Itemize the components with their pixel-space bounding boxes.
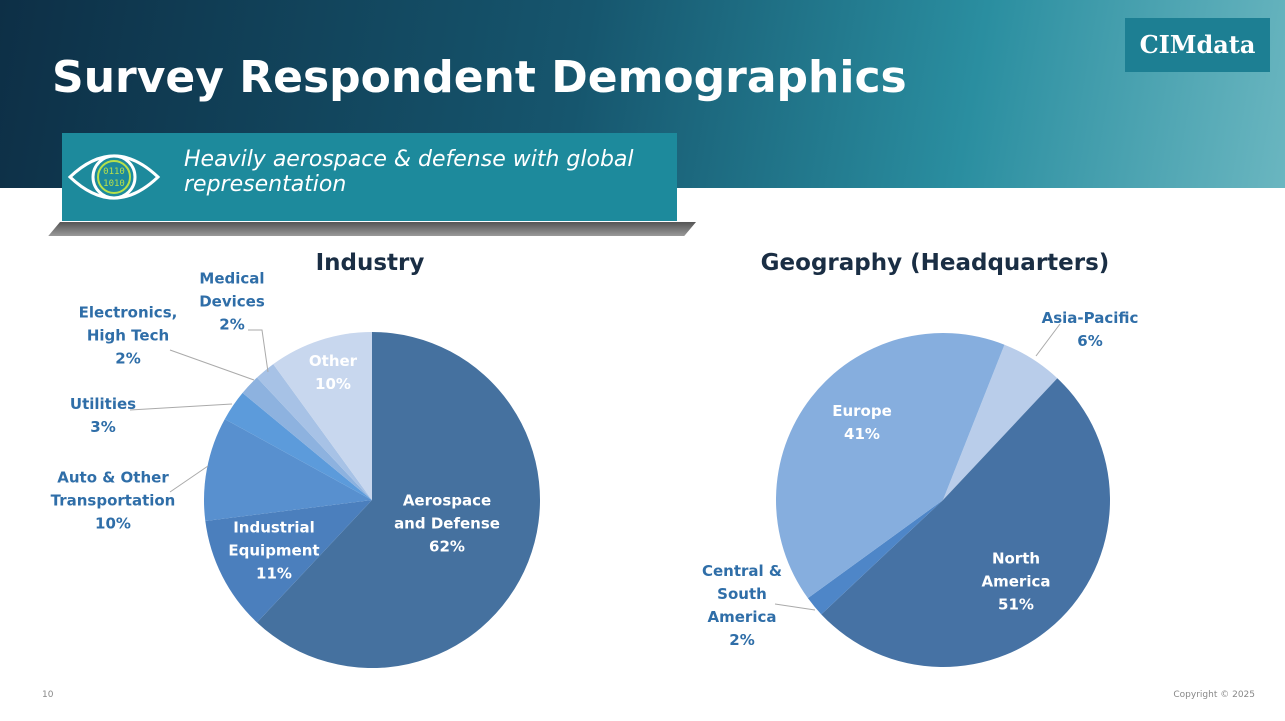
pie-slice — [943, 344, 1058, 500]
chart-title: Industry — [315, 250, 425, 276]
slice-label: Asia-Pacific 6% — [1040, 307, 1140, 353]
category-label: Electronics, High Tech — [78, 303, 178, 345]
pie-slice — [224, 392, 372, 500]
pie-slice — [775, 332, 1005, 599]
category-label: Asia-Pacific — [1041, 309, 1139, 327]
value-label: 10% — [315, 375, 351, 393]
slice-label: North America 51% — [971, 548, 1061, 617]
slice-label: Industrial Equipment 11% — [219, 517, 329, 586]
slice-label: Auto & Other Transportation 10% — [48, 467, 178, 536]
eye-icon: 0110 1010 — [67, 154, 161, 200]
value-label: 10% — [95, 514, 131, 533]
value-label: 2% — [729, 631, 755, 649]
leader-line — [248, 329, 269, 373]
pie-slice — [256, 364, 372, 500]
icon-text: 0110 — [103, 167, 125, 177]
copyright: Copyright © 2025 — [1173, 690, 1255, 700]
category-label: Industrial Equipment — [228, 518, 320, 560]
category-label: Other — [308, 352, 358, 370]
slide-title: Survey Respondent Demographics — [52, 52, 907, 103]
leader-line — [774, 603, 816, 611]
category-label: Aerospace and Defense — [394, 491, 500, 533]
leader-line — [169, 465, 209, 493]
slice-label: Medical Devices 2% — [192, 268, 272, 337]
pie-slice — [256, 332, 540, 668]
pie-slice — [205, 500, 372, 623]
slice-label: Aerospace and Defense 62% — [387, 490, 507, 559]
value-label: 6% — [1077, 332, 1103, 350]
pie-slice — [242, 377, 372, 500]
slice-label: Other 10% — [293, 350, 373, 396]
leader-line — [169, 349, 255, 381]
category-label: Medical Devices — [199, 269, 265, 311]
logo: CIMdata — [1125, 18, 1270, 72]
pie-slice — [204, 419, 372, 522]
value-label: 41% — [844, 425, 880, 443]
subtitle-box: 0110 1010 Heavily aerospace & defense wi… — [62, 133, 677, 221]
category-label: Central & South America — [702, 562, 782, 626]
page-number: 10 — [42, 690, 54, 700]
pie-slice — [807, 500, 943, 615]
category-label: North America — [981, 549, 1051, 591]
value-label: 11% — [256, 564, 292, 583]
value-label: 3% — [90, 418, 116, 436]
slice-label: Central & South America 2% — [697, 560, 787, 652]
value-label: 2% — [115, 349, 141, 368]
leader-line — [1035, 323, 1061, 357]
value-label: 62% — [429, 537, 465, 556]
icon-text: 1010 — [103, 179, 125, 189]
category-label: Auto & Other Transportation — [50, 468, 176, 510]
leader-line — [129, 403, 233, 411]
slice-label: Electronics, High Tech 2% — [78, 302, 178, 371]
slice-label: Utilities 3% — [63, 393, 143, 439]
value-label: 51% — [998, 595, 1034, 614]
pie-slice — [821, 378, 1111, 668]
chart-title: Geography (Headquarters) — [760, 250, 1110, 276]
category-label: Utilities — [69, 395, 137, 413]
pie-slice — [273, 332, 372, 500]
slice-label: Europe 41% — [822, 400, 902, 446]
category-label: Europe — [832, 402, 892, 420]
subtitle: Heavily aerospace & defense with global … — [184, 147, 634, 197]
value-label: 2% — [219, 315, 245, 334]
